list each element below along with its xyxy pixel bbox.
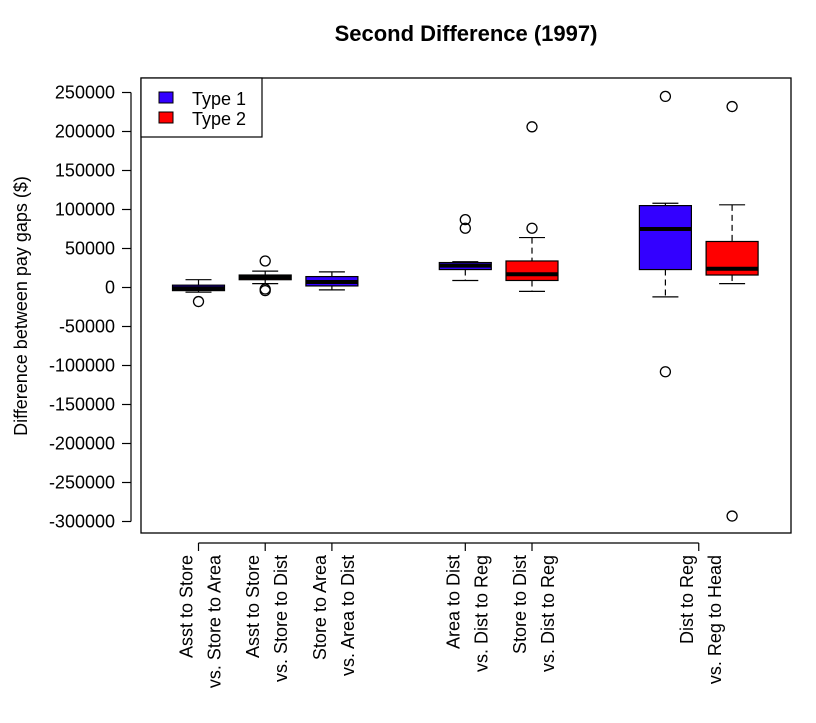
- legend-frame: [140, 77, 263, 138]
- y-tick-label: -100000: [49, 356, 115, 376]
- y-tick-label: 50000: [65, 239, 115, 259]
- box: [505, 121, 559, 292]
- outlier-point: [459, 213, 471, 226]
- x-axis: Asst to Store vs. Store to Area Asst to St…: [177, 542, 725, 688]
- plot-frame: [140, 77, 792, 534]
- legend-swatch-type-2: [158, 111, 174, 124]
- outlier-point: [526, 222, 538, 234]
- legend-label-type-1: Type 1: [192, 89, 246, 109]
- x-tick-label: Asst to Store vs. Store to Area: [177, 554, 225, 688]
- box-body: [505, 260, 559, 282]
- outlier-point: [192, 295, 205, 308]
- outlier-point: [726, 100, 738, 113]
- outlier-point: [526, 121, 538, 133]
- legend-label-type-2: Type 2: [192, 109, 246, 129]
- x-tick-label-line: Asst to Store: [243, 555, 263, 658]
- x-tick-label: Area to Dist vs. Dist to Reg: [443, 555, 491, 672]
- x-tick-label-line: vs. Dist to Reg: [471, 555, 491, 672]
- x-tick-label-line: Store to Dist: [510, 555, 530, 654]
- y-tick-label: 0: [105, 278, 115, 298]
- outlier-point: [726, 510, 738, 522]
- chart-title: Second Difference (1997): [335, 21, 598, 46]
- y-tick-label: -200000: [49, 434, 115, 454]
- x-tick-label-line: vs. Dist to Reg: [538, 555, 558, 672]
- x-tick-label-line: vs. Reg to Head: [705, 555, 725, 684]
- x-tick-label-line: Dist to Reg: [677, 555, 697, 644]
- box: [305, 271, 359, 291]
- x-tick-label-line: Asst to Store: [177, 555, 197, 658]
- outlier-point: [259, 255, 271, 267]
- x-tick-label-line: Area to Dist: [443, 555, 463, 649]
- outlier-point: [259, 284, 271, 297]
- box: [238, 255, 292, 297]
- legend-swatch-type-1: [158, 91, 174, 104]
- box: [638, 90, 693, 378]
- y-tick-label: -250000: [49, 473, 115, 493]
- y-tick-label: -150000: [49, 395, 115, 415]
- box: [705, 100, 759, 522]
- x-tick-label-line: vs. Store to Area: [205, 554, 225, 688]
- outlier-point: [459, 222, 471, 234]
- y-tick-label: -300000: [49, 512, 115, 532]
- outlier-point: [659, 90, 672, 103]
- y-tick-label: 250000: [55, 83, 115, 103]
- x-tick-label: Asst to Store vs. Store to Dist: [243, 555, 291, 682]
- x-tick-label: Store to Dist vs. Dist to Reg: [510, 555, 558, 672]
- x-tick-label-line: vs. Area to Dist: [338, 555, 358, 676]
- box-body: [638, 205, 693, 271]
- y-axis: 250000 200000 150000 100000 50000 0 -50000 -100…: [49, 83, 132, 532]
- outlier-point: [659, 366, 672, 378]
- x-tick-label: Store to Area vs. Area to Dist: [310, 554, 358, 676]
- y-tick-label: -50000: [59, 317, 115, 337]
- box: [438, 213, 492, 282]
- x-tick-label-line: vs. Store to Dist: [271, 555, 291, 682]
- y-tick-label: 200000: [55, 122, 115, 142]
- y-tick-label: 150000: [55, 161, 115, 181]
- y-tick-label: 100000: [55, 200, 115, 220]
- x-tick-label: Dist to Reg vs. Reg to Head: [677, 555, 725, 684]
- box-series: [171, 90, 759, 522]
- y-axis-label: Difference between pay gaps ($): [11, 176, 31, 436]
- legend: Type 1 Type 2: [140, 77, 263, 138]
- x-tick-label-line: Store to Area: [310, 554, 330, 660]
- box: [171, 279, 226, 308]
